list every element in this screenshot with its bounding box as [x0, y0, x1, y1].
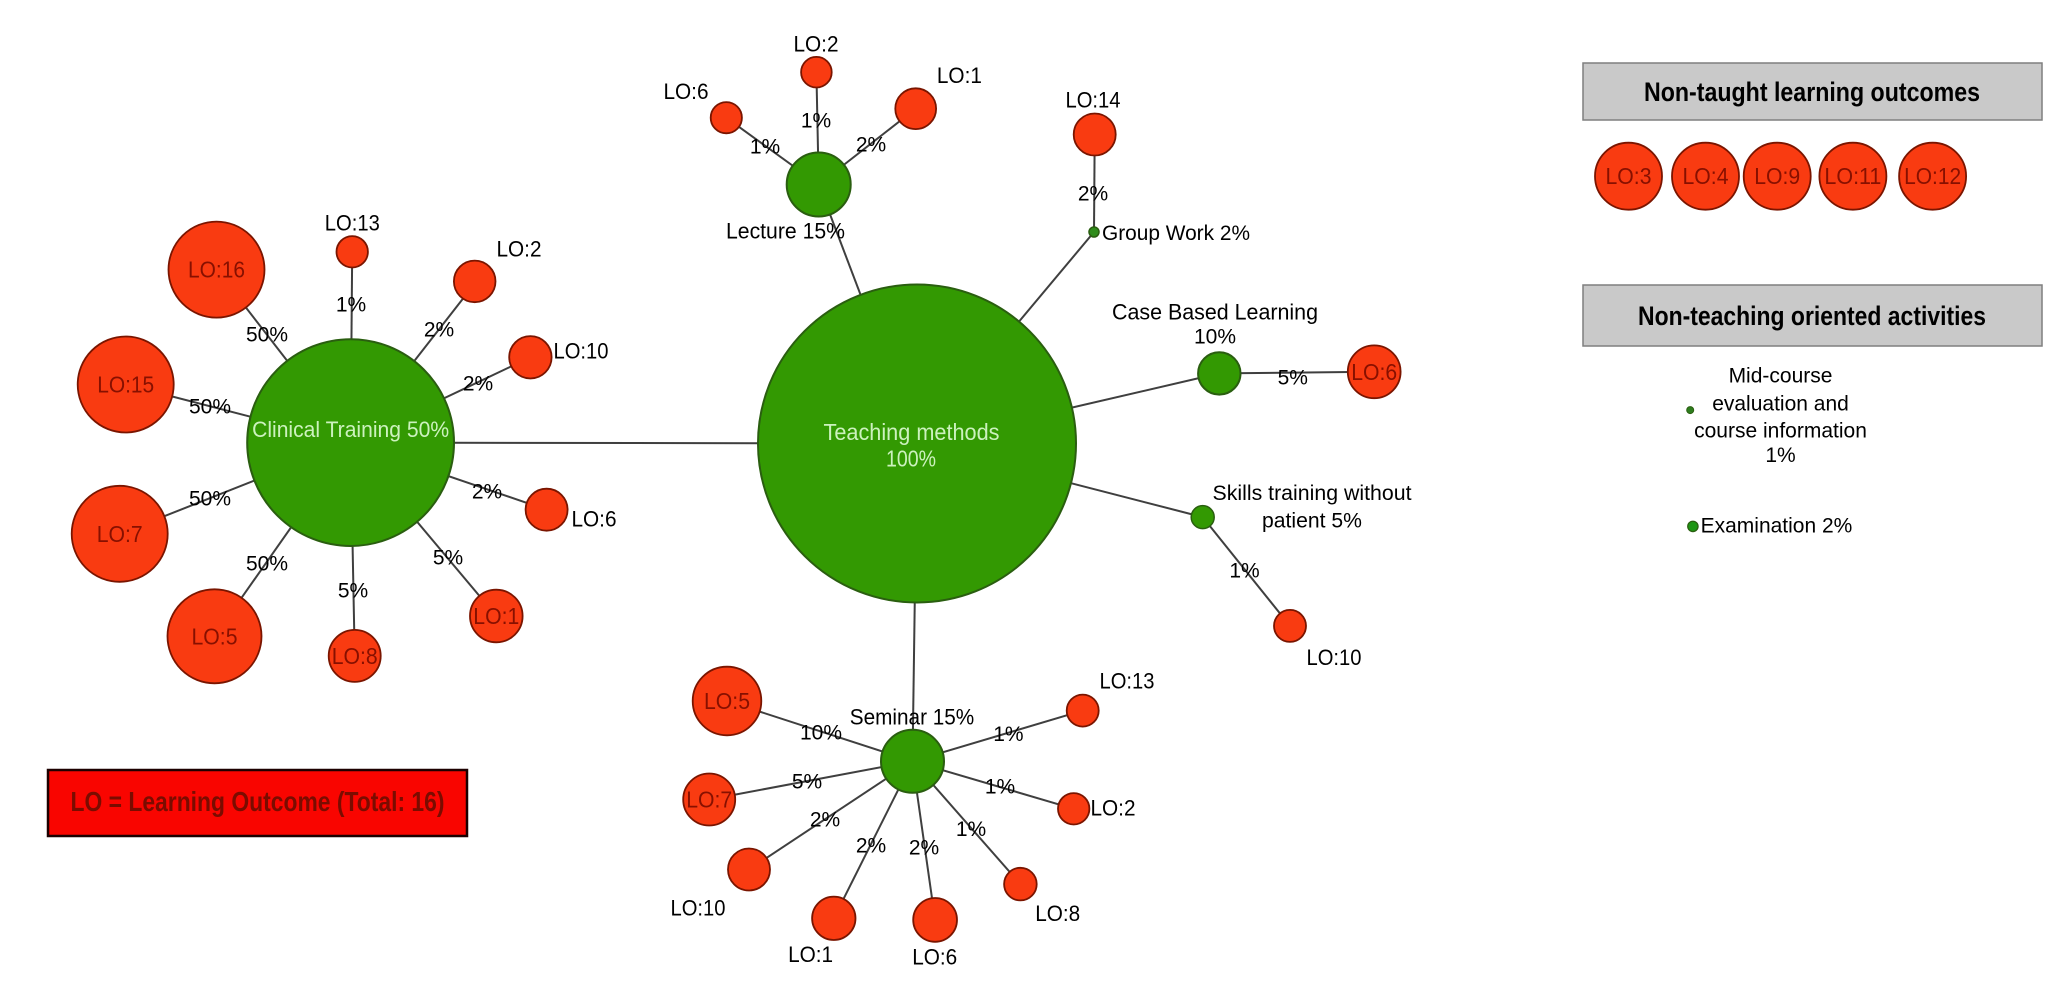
svg-text:Mid-course: Mid-course: [1729, 365, 1833, 388]
svg-text:10%: 10%: [1194, 326, 1236, 349]
svg-text:LO:2: LO:2: [794, 32, 839, 57]
svg-text:2%: 2%: [424, 319, 454, 342]
svg-text:patient 5%: patient 5%: [1262, 510, 1362, 533]
svg-text:1%: 1%: [1229, 560, 1259, 583]
svg-text:2%: 2%: [1078, 183, 1108, 206]
svg-text:10%: 10%: [800, 722, 842, 745]
svg-text:LO:13: LO:13: [1100, 669, 1155, 694]
svg-text:LO:15: LO:15: [97, 372, 154, 398]
svg-text:Clinical Training 50%: Clinical Training 50%: [252, 417, 449, 442]
svg-text:1%: 1%: [801, 110, 831, 133]
svg-text:2%: 2%: [909, 837, 939, 860]
svg-text:Case Based Learning: Case Based Learning: [1112, 300, 1318, 325]
svg-text:LO:16: LO:16: [188, 257, 245, 283]
svg-text:LO:7: LO:7: [97, 521, 143, 547]
svg-text:1%: 1%: [750, 136, 780, 159]
svg-text:LO:2: LO:2: [497, 237, 542, 262]
svg-text:50%: 50%: [189, 396, 231, 419]
svg-text:2%: 2%: [856, 134, 886, 157]
svg-text:2%: 2%: [472, 481, 502, 504]
svg-text:LO:10: LO:10: [671, 896, 726, 921]
svg-text:50%: 50%: [246, 553, 288, 576]
svg-text:LO:5: LO:5: [192, 623, 238, 649]
svg-text:evaluation and: evaluation and: [1712, 393, 1849, 416]
svg-text:5%: 5%: [1278, 367, 1308, 390]
svg-text:100%: 100%: [886, 446, 936, 472]
svg-text:LO:3: LO:3: [1606, 163, 1652, 189]
svg-text:LO:8: LO:8: [1035, 901, 1080, 926]
svg-text:LO:1: LO:1: [788, 942, 833, 967]
svg-text:Skills training without: Skills training without: [1213, 482, 1412, 505]
svg-text:LO:13: LO:13: [325, 211, 380, 236]
svg-text:Non-taught learning outcomes: Non-taught learning outcomes: [1644, 77, 1980, 107]
svg-text:Seminar 15%: Seminar 15%: [850, 705, 975, 730]
svg-text:LO:1: LO:1: [473, 603, 519, 629]
svg-text:2%: 2%: [463, 373, 493, 396]
svg-text:1%: 1%: [985, 776, 1015, 799]
svg-text:LO:14: LO:14: [1066, 88, 1121, 113]
svg-text:LO:8: LO:8: [332, 643, 378, 669]
svg-text:course information: course information: [1694, 420, 1867, 443]
svg-text:1%: 1%: [956, 818, 986, 841]
svg-text:LO:6: LO:6: [1351, 359, 1397, 385]
svg-text:LO:6: LO:6: [912, 945, 957, 970]
svg-text:LO:6: LO:6: [572, 507, 617, 532]
svg-text:5%: 5%: [338, 580, 368, 603]
svg-text:5%: 5%: [792, 771, 822, 794]
svg-text:LO:9: LO:9: [1754, 163, 1800, 189]
svg-text:LO = Learning Outcome (Total:: LO = Learning Outcome (Total: 16): [71, 786, 445, 817]
svg-text:LO:1: LO:1: [937, 63, 982, 88]
svg-text:Examination 2%: Examination 2%: [1701, 515, 1853, 538]
svg-text:LO:10: LO:10: [1307, 645, 1362, 670]
svg-text:Non-teaching oriented activiti: Non-teaching oriented activities: [1638, 301, 1986, 331]
svg-text:5%: 5%: [433, 547, 463, 570]
svg-text:2%: 2%: [856, 835, 886, 858]
svg-text:LO:6: LO:6: [664, 79, 709, 104]
svg-text:LO:2: LO:2: [1091, 796, 1136, 821]
svg-text:LO:4: LO:4: [1683, 163, 1729, 189]
svg-text:LO:5: LO:5: [704, 688, 750, 714]
svg-text:1%: 1%: [336, 294, 366, 317]
svg-text:LO:7: LO:7: [686, 787, 732, 813]
svg-text:Lecture 15%: Lecture 15%: [726, 219, 845, 244]
svg-text:2%: 2%: [810, 809, 840, 832]
svg-text:Group Work 2%: Group Work 2%: [1102, 222, 1250, 245]
svg-text:1%: 1%: [993, 723, 1023, 746]
svg-text:Teaching methods: Teaching methods: [824, 419, 1000, 445]
svg-text:LO:12: LO:12: [1904, 163, 1961, 189]
svg-text:LO:10: LO:10: [554, 339, 609, 364]
svg-text:LO:11: LO:11: [1824, 163, 1881, 189]
svg-text:50%: 50%: [246, 324, 288, 347]
svg-text:1%: 1%: [1765, 444, 1795, 467]
svg-text:50%: 50%: [189, 488, 231, 511]
